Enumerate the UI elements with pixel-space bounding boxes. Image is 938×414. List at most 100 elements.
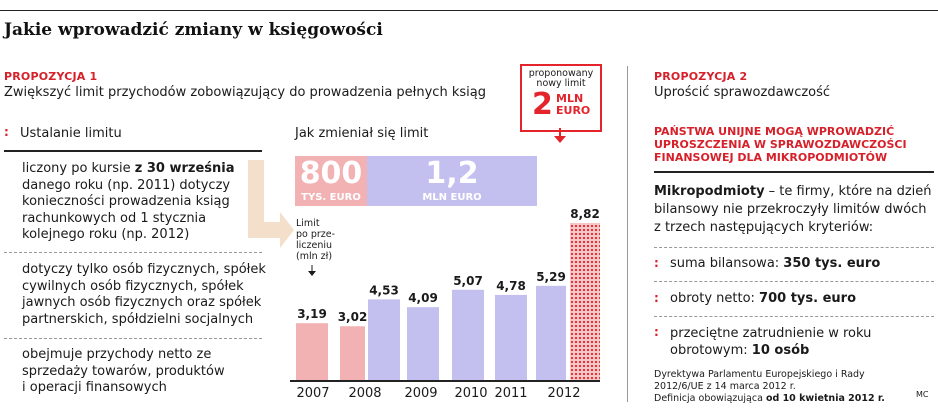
text-line: cywilnych osób fizycznych, spółek (22, 278, 244, 294)
text-line: jawnych osób fizycznych oraz spółek (22, 295, 262, 310)
proposal-1-label: PROPOZYCJA 1 (4, 70, 98, 83)
criterion-marker: : (654, 325, 659, 339)
x-tick-label: 2011 (494, 386, 528, 401)
bar-2011 (495, 294, 527, 380)
proposed-unit-line-2: EURO (556, 104, 591, 117)
bar-2011–2012 (536, 285, 566, 380)
text-line: obejmuje przychody netto ze (22, 347, 212, 362)
divider (654, 281, 934, 282)
limit-band-800k-eur: 800 TYS. EURO (295, 156, 367, 206)
band-value: 1,2 (425, 156, 479, 191)
heading-rule (654, 171, 934, 173)
text-line: sprzedaży towarów, produktów (22, 363, 225, 379)
bar-value-label: 3,19 (297, 307, 327, 321)
unit-note-line: po prze- (296, 229, 336, 240)
text-line: kolejnego roku (np. 2012) (22, 227, 190, 242)
text-line: obroty netto: 700 tys. euro (670, 291, 857, 306)
unit-note-line: Limit (296, 218, 320, 229)
top-rule (0, 10, 938, 11)
section-title: Ustalanie limitu (20, 126, 122, 141)
band-unit: TYS. EURO (301, 192, 361, 203)
proposal-2-text: Uprościć sprawozdawczość (654, 85, 831, 100)
text-line: i operacji finansowych (22, 380, 167, 395)
x-tick-label: 2008 (348, 386, 382, 401)
proposed-caption-line-1: proponowany (528, 68, 594, 79)
text-line: Dyrektywa Parlamentu Europejskiego i Rad… (654, 369, 865, 380)
text-line: dotyczy tylko osób fizycznych, spółek (22, 262, 266, 277)
column-separator (627, 66, 628, 402)
text-line: obrotowym: 10 osób (670, 343, 810, 358)
eu-heading: PAŃSTWA UNIJNE MOGĄ WPROWADZIĆ UPROSZCZE… (654, 125, 914, 164)
definition-line: z trzech następujących kryteriów: (654, 220, 874, 235)
criterion-marker: : (654, 291, 659, 305)
arrow-down-icon (308, 265, 316, 276)
page-title: Jakie wprowadzić zmiany w księgowości (4, 20, 383, 40)
divider (654, 316, 934, 317)
criterion-1: suma bilansowa: 350 tys. euro (670, 256, 930, 273)
text-line: przeciętne zatrudnienie w roku (670, 326, 872, 341)
text-line: 2012/6/UE z 14 marca 2012 r. (654, 381, 796, 392)
divider (4, 252, 262, 253)
bar-value-label: 3,02 (338, 310, 368, 324)
bar-chart: 3,19 3,024,53 4,09 5,07 4,78 5,29 8,82 (296, 207, 600, 380)
unit-note-line: (mln zł) (296, 251, 333, 262)
x-tick-label: 2012 (547, 386, 581, 401)
criterion-marker: : (654, 256, 659, 270)
proposal-2-label: PROPOZYCJA 2 (654, 70, 748, 83)
section-rule (4, 150, 262, 152)
text-line: konieczności prowadzenia ksiąg (22, 194, 230, 209)
condition-item-3: obejmuje przychody netto ze sprzedaży tow… (22, 347, 267, 397)
proposed-limit-box: proponowany nowy limit 2 MLN EURO (520, 64, 602, 132)
condition-item-1: liczony po kursie z 30 września danego ro… (22, 161, 267, 244)
criterion-3: przeciętne zatrudnienie w roku obrotowym:… (670, 325, 930, 359)
arrow-right-icon (248, 160, 294, 248)
bar-value-label: 5,07 (453, 274, 483, 288)
bar-value-label: 4,78 (496, 279, 526, 293)
text-line: suma bilansowa: 350 tys. euro (670, 256, 881, 271)
limit-band-1-2m-eur: 1,2 MLN EURO (367, 156, 537, 206)
chart-title: Jak zmieniał się limit (295, 126, 429, 141)
definition-line: – te firmy, które na dzień (764, 184, 932, 199)
proposed-value: 2 (532, 87, 553, 122)
section-marker: : (4, 125, 9, 139)
arrow-down-icon (554, 128, 566, 143)
criterion-2: obroty netto: 700 tys. euro (670, 291, 930, 308)
band-unit: MLN EURO (422, 192, 482, 203)
x-tick-label: 2007 (296, 386, 330, 401)
definition-line: bilansowy nie przekroczyły limitów dwóch (654, 202, 927, 217)
bar-2008 (368, 299, 400, 380)
proposal-1-text: Zwiększyć limit przychodów zobowiązujący… (4, 85, 486, 100)
text-line: liczony po kursie z 30 września (22, 161, 235, 176)
bar-2009 (407, 307, 439, 380)
credit: MC (916, 390, 929, 399)
text-line: partnerskich, spółdzielni socjalnych (22, 311, 254, 327)
bar-value-label: 8,82 (570, 207, 600, 221)
bar-value-label: 5,29 (536, 270, 566, 284)
x-axis: 2007 2008 2009 2010 2011 2012 (290, 383, 600, 405)
bar-2010 (452, 289, 484, 380)
divider (654, 247, 934, 248)
bar-value-label: 4,09 (408, 291, 438, 305)
eu-heading-line: PAŃSTWA UNIJNE MOGĄ WPROWADZIĆ (654, 125, 895, 138)
divider (4, 338, 262, 339)
text-line: Definicja obowiązująca od 10 kwietnia 20… (654, 393, 885, 404)
condition-item-2: dotyczy tylko osób fizycznych, spółek cyw… (22, 262, 267, 328)
micro-definition: Mikropodmioty – te firmy, które na dzień… (654, 183, 934, 237)
eu-heading-line: UPROSZCZENIA W SPRAWOZDAWCZOŚCI (654, 138, 907, 151)
eu-heading-line: FINANSOWEJ DLA MIKROPODMIOTÓW (654, 151, 888, 164)
source-note: Dyrektywa Parlamentu Europejskiego i Rad… (654, 369, 904, 405)
bar-2007–2008 (340, 326, 365, 380)
proposed-unit-line-1: MLN (556, 92, 584, 105)
bar-2007 (296, 323, 328, 380)
text-line: rachunkowych od 1 stycznia (22, 210, 207, 226)
unit-note-line: liczeniu (296, 240, 333, 251)
micro-term: Mikropodmioty (654, 184, 765, 199)
band-value: 800 (299, 156, 363, 191)
bar-value-label: 4,53 (369, 283, 399, 297)
x-tick-label: 2010 (454, 386, 488, 401)
unit-note: Limit po prze- liczeniu (mln zł) (296, 218, 335, 262)
text-line: danego roku (np. 2011) dotyczy (22, 177, 231, 193)
bar-2012 (570, 223, 600, 380)
x-axis-line (290, 380, 600, 382)
x-tick-label: 2009 (404, 386, 438, 401)
